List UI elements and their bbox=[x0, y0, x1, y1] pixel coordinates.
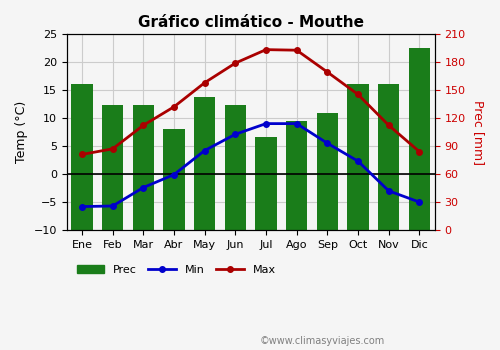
Bar bbox=[194, 97, 216, 230]
Bar bbox=[102, 105, 124, 230]
Bar bbox=[224, 105, 246, 230]
Bar bbox=[348, 84, 369, 230]
Bar bbox=[378, 84, 400, 230]
Title: Gráfico climático - Mouthe: Gráfico climático - Mouthe bbox=[138, 15, 364, 30]
Bar bbox=[286, 121, 308, 230]
Text: ©www.climasyviajes.com: ©www.climasyviajes.com bbox=[260, 336, 385, 346]
Bar bbox=[256, 137, 277, 230]
Bar bbox=[408, 48, 430, 230]
Bar bbox=[164, 129, 184, 230]
Bar bbox=[72, 84, 92, 230]
Y-axis label: Temp (°C): Temp (°C) bbox=[15, 101, 28, 163]
Legend: Prec, Min, Max: Prec, Min, Max bbox=[72, 260, 280, 279]
Bar bbox=[132, 105, 154, 230]
Bar bbox=[316, 113, 338, 230]
Y-axis label: Prec [mm]: Prec [mm] bbox=[472, 99, 485, 164]
